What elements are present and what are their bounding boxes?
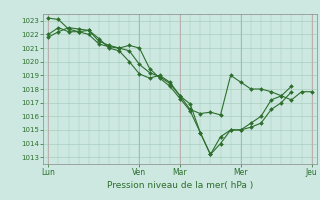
X-axis label: Pression niveau de la mer( hPa ): Pression niveau de la mer( hPa ) — [107, 181, 253, 190]
